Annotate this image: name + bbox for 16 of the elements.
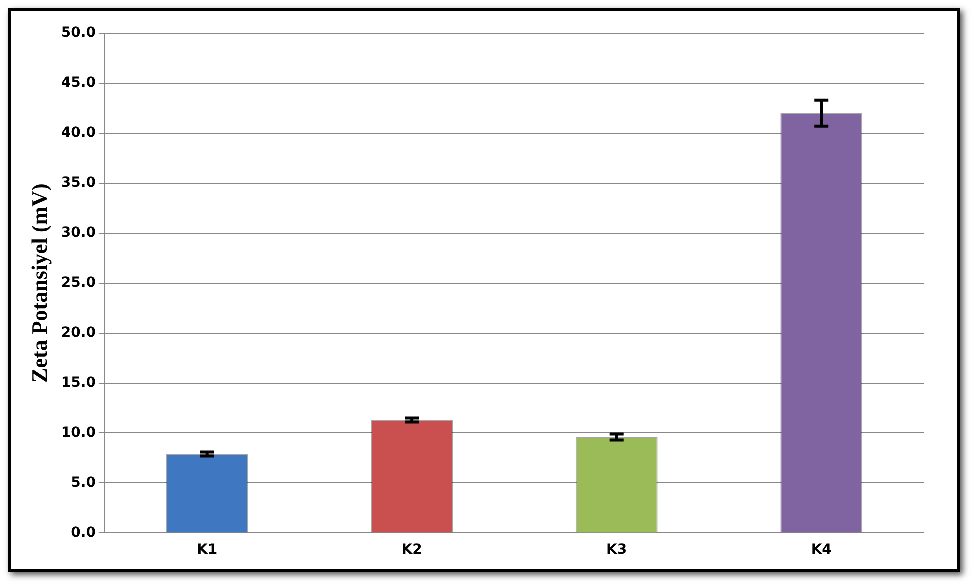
x-tick-label: K1 xyxy=(197,542,218,558)
y-tick-label: 0.0 xyxy=(71,524,96,541)
y-tick-label: 25.0 xyxy=(61,274,96,291)
y-tick-label: 35.0 xyxy=(61,174,96,191)
y-axis-title: Zeta Potansiyel (mV) xyxy=(26,184,52,383)
y-tick-label: 5.0 xyxy=(71,474,96,491)
x-tick-label: K2 xyxy=(402,542,422,558)
y-tick-label: 45.0 xyxy=(61,75,96,92)
y-tick-label: 40.0 xyxy=(61,125,96,141)
y-tick-label: 20.0 xyxy=(61,324,96,341)
y-tick-label: 50.0 xyxy=(61,25,96,42)
x-tick-label: K3 xyxy=(606,542,628,558)
y-tick-label: 10.0 xyxy=(61,424,96,441)
y-tick-label: 15.0 xyxy=(61,374,96,391)
x-tick-label: K4 xyxy=(811,542,832,558)
y-tick-label: 30.0 xyxy=(61,224,96,241)
